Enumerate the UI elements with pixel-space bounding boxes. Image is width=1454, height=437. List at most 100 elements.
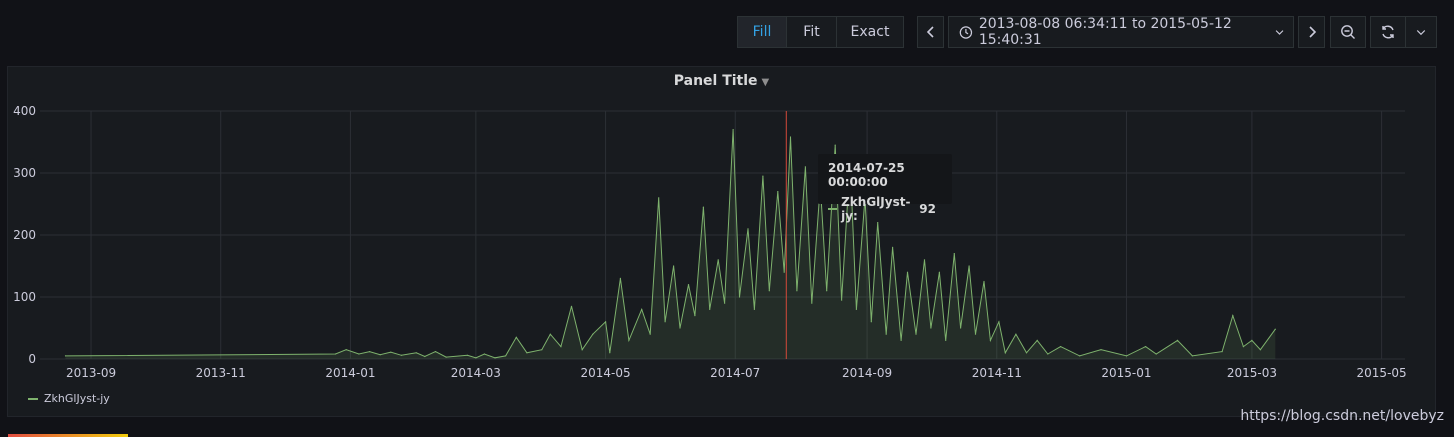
series-point xyxy=(877,222,879,224)
graph-tooltip: 2014-07-25 00:00:00 ZkhGlJyst-jy: 92 xyxy=(818,154,952,223)
series-point xyxy=(424,355,426,358)
series-point xyxy=(1251,339,1253,341)
series-point xyxy=(796,290,798,292)
chevron-right-icon xyxy=(1308,26,1316,38)
panel-title[interactable]: Panel Title xyxy=(673,73,758,89)
clock-icon xyxy=(959,25,973,39)
series-point xyxy=(334,353,337,355)
series-point xyxy=(945,339,947,341)
x-axis: 2013-09 2013-11 2014-01 2014-03 2014-05 2014-… xyxy=(66,366,1407,380)
y-tick-label: 100 xyxy=(13,290,36,304)
chart-grid xyxy=(40,110,1405,360)
chevron-down-icon[interactable]: ▼ xyxy=(761,77,770,88)
series-point xyxy=(560,346,562,348)
series-point xyxy=(358,353,360,355)
chevron-down-icon xyxy=(1275,30,1284,35)
series-point xyxy=(628,339,630,341)
series-point xyxy=(732,129,734,131)
series-point xyxy=(345,349,347,351)
zoom-fit-button[interactable]: Fit xyxy=(786,16,837,48)
refresh-interval-dropdown[interactable] xyxy=(1405,16,1437,48)
series-point xyxy=(664,321,666,323)
series-point xyxy=(673,265,675,267)
series-point xyxy=(1015,333,1017,335)
series-point xyxy=(466,354,468,356)
series-point xyxy=(989,339,992,341)
series-point xyxy=(841,299,843,301)
legend-swatch[interactable] xyxy=(28,397,38,400)
x-tick-label: 2014-01 xyxy=(325,366,375,380)
series-point xyxy=(870,321,872,323)
series-swatch xyxy=(828,208,838,210)
panel-header[interactable]: Panel Title ▼ xyxy=(8,73,1435,89)
series-point xyxy=(953,253,955,255)
series-point xyxy=(541,349,543,351)
refresh-icon xyxy=(1382,25,1394,39)
zoom-exact-button[interactable]: Exact xyxy=(836,16,904,48)
refresh-button[interactable] xyxy=(1370,16,1406,48)
y-axis: 0 100 200 300 400 xyxy=(13,104,36,366)
zoom-out-button[interactable] xyxy=(1330,16,1366,48)
series-point xyxy=(1079,355,1081,357)
series-point xyxy=(753,308,756,310)
dashboard-toolbar: Fill Fit Exact 2013-08-08 06:34:11 to 20… xyxy=(0,16,1454,50)
series-point xyxy=(915,333,917,335)
series-point xyxy=(906,271,909,273)
tooltip-row: ZkhGlJyst-jy: 92 xyxy=(828,195,942,223)
series-point xyxy=(960,327,962,329)
series-point xyxy=(968,265,970,267)
y-tick-label: 400 xyxy=(13,104,36,118)
y-tick-label: 0 xyxy=(28,352,36,366)
series-point xyxy=(826,290,828,292)
series-point xyxy=(609,352,611,354)
series-point xyxy=(974,333,977,335)
x-tick-label: 2014-05 xyxy=(580,366,630,380)
y-tick-label: 200 xyxy=(13,228,36,242)
time-range-picker[interactable]: 2013-08-08 06:34:11 to 2015-05-12 15:40:… xyxy=(948,16,1294,48)
series-point xyxy=(747,228,749,230)
series-point xyxy=(475,357,477,359)
x-tick-label: 2014-11 xyxy=(972,366,1022,380)
series-point xyxy=(1145,346,1147,348)
x-tick-label: 2015-05 xyxy=(1357,366,1407,380)
series-point xyxy=(717,259,719,261)
series-point xyxy=(390,351,392,353)
series-point xyxy=(1191,355,1193,357)
watermark-text: https://blog.csdn.net/lovebyz xyxy=(1240,408,1444,424)
series-point xyxy=(483,353,485,355)
series-point xyxy=(1025,352,1028,354)
series-point xyxy=(369,351,371,353)
series-point xyxy=(1232,315,1234,317)
legend-series-name[interactable]: ZkhGlJyst-jy xyxy=(44,392,110,405)
series-point xyxy=(605,321,607,323)
y-tick-label: 300 xyxy=(13,166,36,180)
tooltip-time: 2014-07-25 00:00:00 xyxy=(828,161,905,189)
series-point xyxy=(1242,346,1244,348)
series-point xyxy=(592,333,594,335)
time-back-button[interactable] xyxy=(917,16,944,48)
x-tick-label: 2013-11 xyxy=(196,366,246,380)
series-point xyxy=(64,355,67,357)
series-point xyxy=(658,197,660,199)
series-point xyxy=(445,356,447,358)
x-tick-label: 2015-03 xyxy=(1227,366,1277,380)
series-point xyxy=(581,349,583,351)
series-point xyxy=(709,308,711,310)
series-point xyxy=(998,321,1000,323)
graph-legend[interactable]: ZkhGlJyst-jy xyxy=(28,392,110,405)
series-point xyxy=(434,351,437,353)
series-point xyxy=(804,166,807,168)
series-point xyxy=(783,271,785,273)
series-point xyxy=(762,175,764,177)
series-point xyxy=(379,354,381,356)
series-point xyxy=(983,280,985,283)
x-tick-label: 2015-01 xyxy=(1101,366,1151,380)
time-forward-button[interactable] xyxy=(1298,16,1325,48)
series-area-fill xyxy=(65,129,1276,359)
x-tick-label: 2014-09 xyxy=(842,366,892,380)
series-point xyxy=(649,333,651,335)
series-point xyxy=(549,333,551,335)
zoom-fill-button[interactable]: Fill xyxy=(737,16,787,48)
series-point xyxy=(702,206,705,208)
